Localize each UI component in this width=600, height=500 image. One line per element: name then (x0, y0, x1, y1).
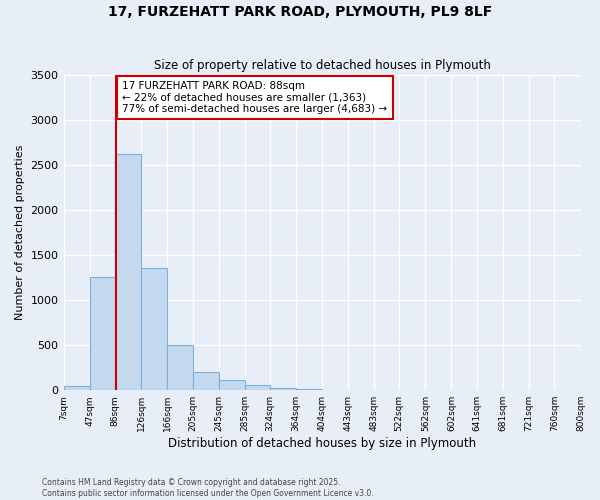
X-axis label: Distribution of detached houses by size in Plymouth: Distribution of detached houses by size … (168, 437, 476, 450)
Title: Size of property relative to detached houses in Plymouth: Size of property relative to detached ho… (154, 59, 490, 72)
Bar (89, 278, 115, 390)
Text: 17, FURZEHATT PARK ROAD, PLYMOUTH, PL9 8LF: 17, FURZEHATT PARK ROAD, PLYMOUTH, PL9 8… (108, 5, 492, 19)
Bar (64, 386, 89, 390)
Y-axis label: Number of detached properties: Number of detached properties (15, 144, 25, 320)
Text: Contains HM Land Registry data © Crown copyright and database right 2025.
Contai: Contains HM Land Registry data © Crown c… (42, 478, 374, 498)
Text: 17 FURZEHATT PARK ROAD: 88sqm
← 22% of detached houses are smaller (1,363)
77% o: 17 FURZEHATT PARK ROAD: 88sqm ← 22% of d… (122, 81, 388, 114)
Bar (115, 154, 141, 390)
Bar (245, 385, 270, 390)
Bar (270, 388, 296, 390)
Bar (193, 372, 218, 390)
Bar (141, 268, 167, 390)
Bar (167, 345, 193, 390)
Bar (218, 380, 245, 390)
